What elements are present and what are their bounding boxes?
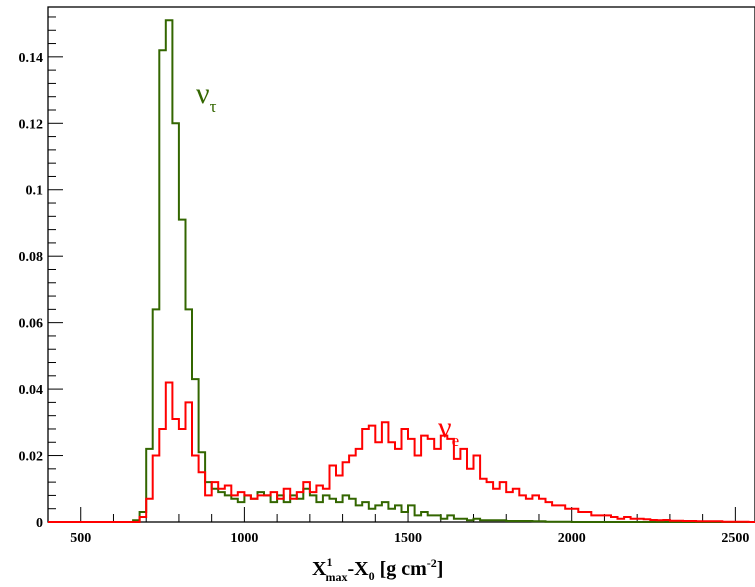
y-tick-label: 0.02 <box>19 450 44 465</box>
nu-tau-histogram <box>48 19 755 523</box>
x-tick-label: 1500 <box>394 531 422 546</box>
y-tick-label: 0.08 <box>19 250 44 265</box>
electron-series-label: νe <box>438 411 459 450</box>
nu-e-histogram <box>48 381 755 523</box>
axis-ticks: 500 1000 1500 2000 2500 0 0.02 0.04 0.06 0.08 0.1 0… <box>19 16 749 546</box>
y-tick-label: 0.12 <box>19 117 44 132</box>
x-axis-title: X1 max-X0 [g cm-2] <box>312 555 443 584</box>
x-tick-label: 2500 <box>721 531 749 546</box>
x-tick-label: 500 <box>70 531 91 546</box>
y-tick-label: 0.1 <box>26 184 44 199</box>
x-tick-label: 1000 <box>230 531 258 546</box>
x-tick-label: 2000 <box>558 531 586 546</box>
tau-series-label: ντ <box>196 77 217 116</box>
series-group <box>48 19 755 523</box>
y-tick-label: 0.14 <box>19 51 44 66</box>
plot-frame <box>47 6 755 523</box>
y-tick-label: 0.04 <box>19 383 44 398</box>
y-tick-label: 0.06 <box>19 317 44 332</box>
y-tick-label: 0 <box>36 516 43 531</box>
